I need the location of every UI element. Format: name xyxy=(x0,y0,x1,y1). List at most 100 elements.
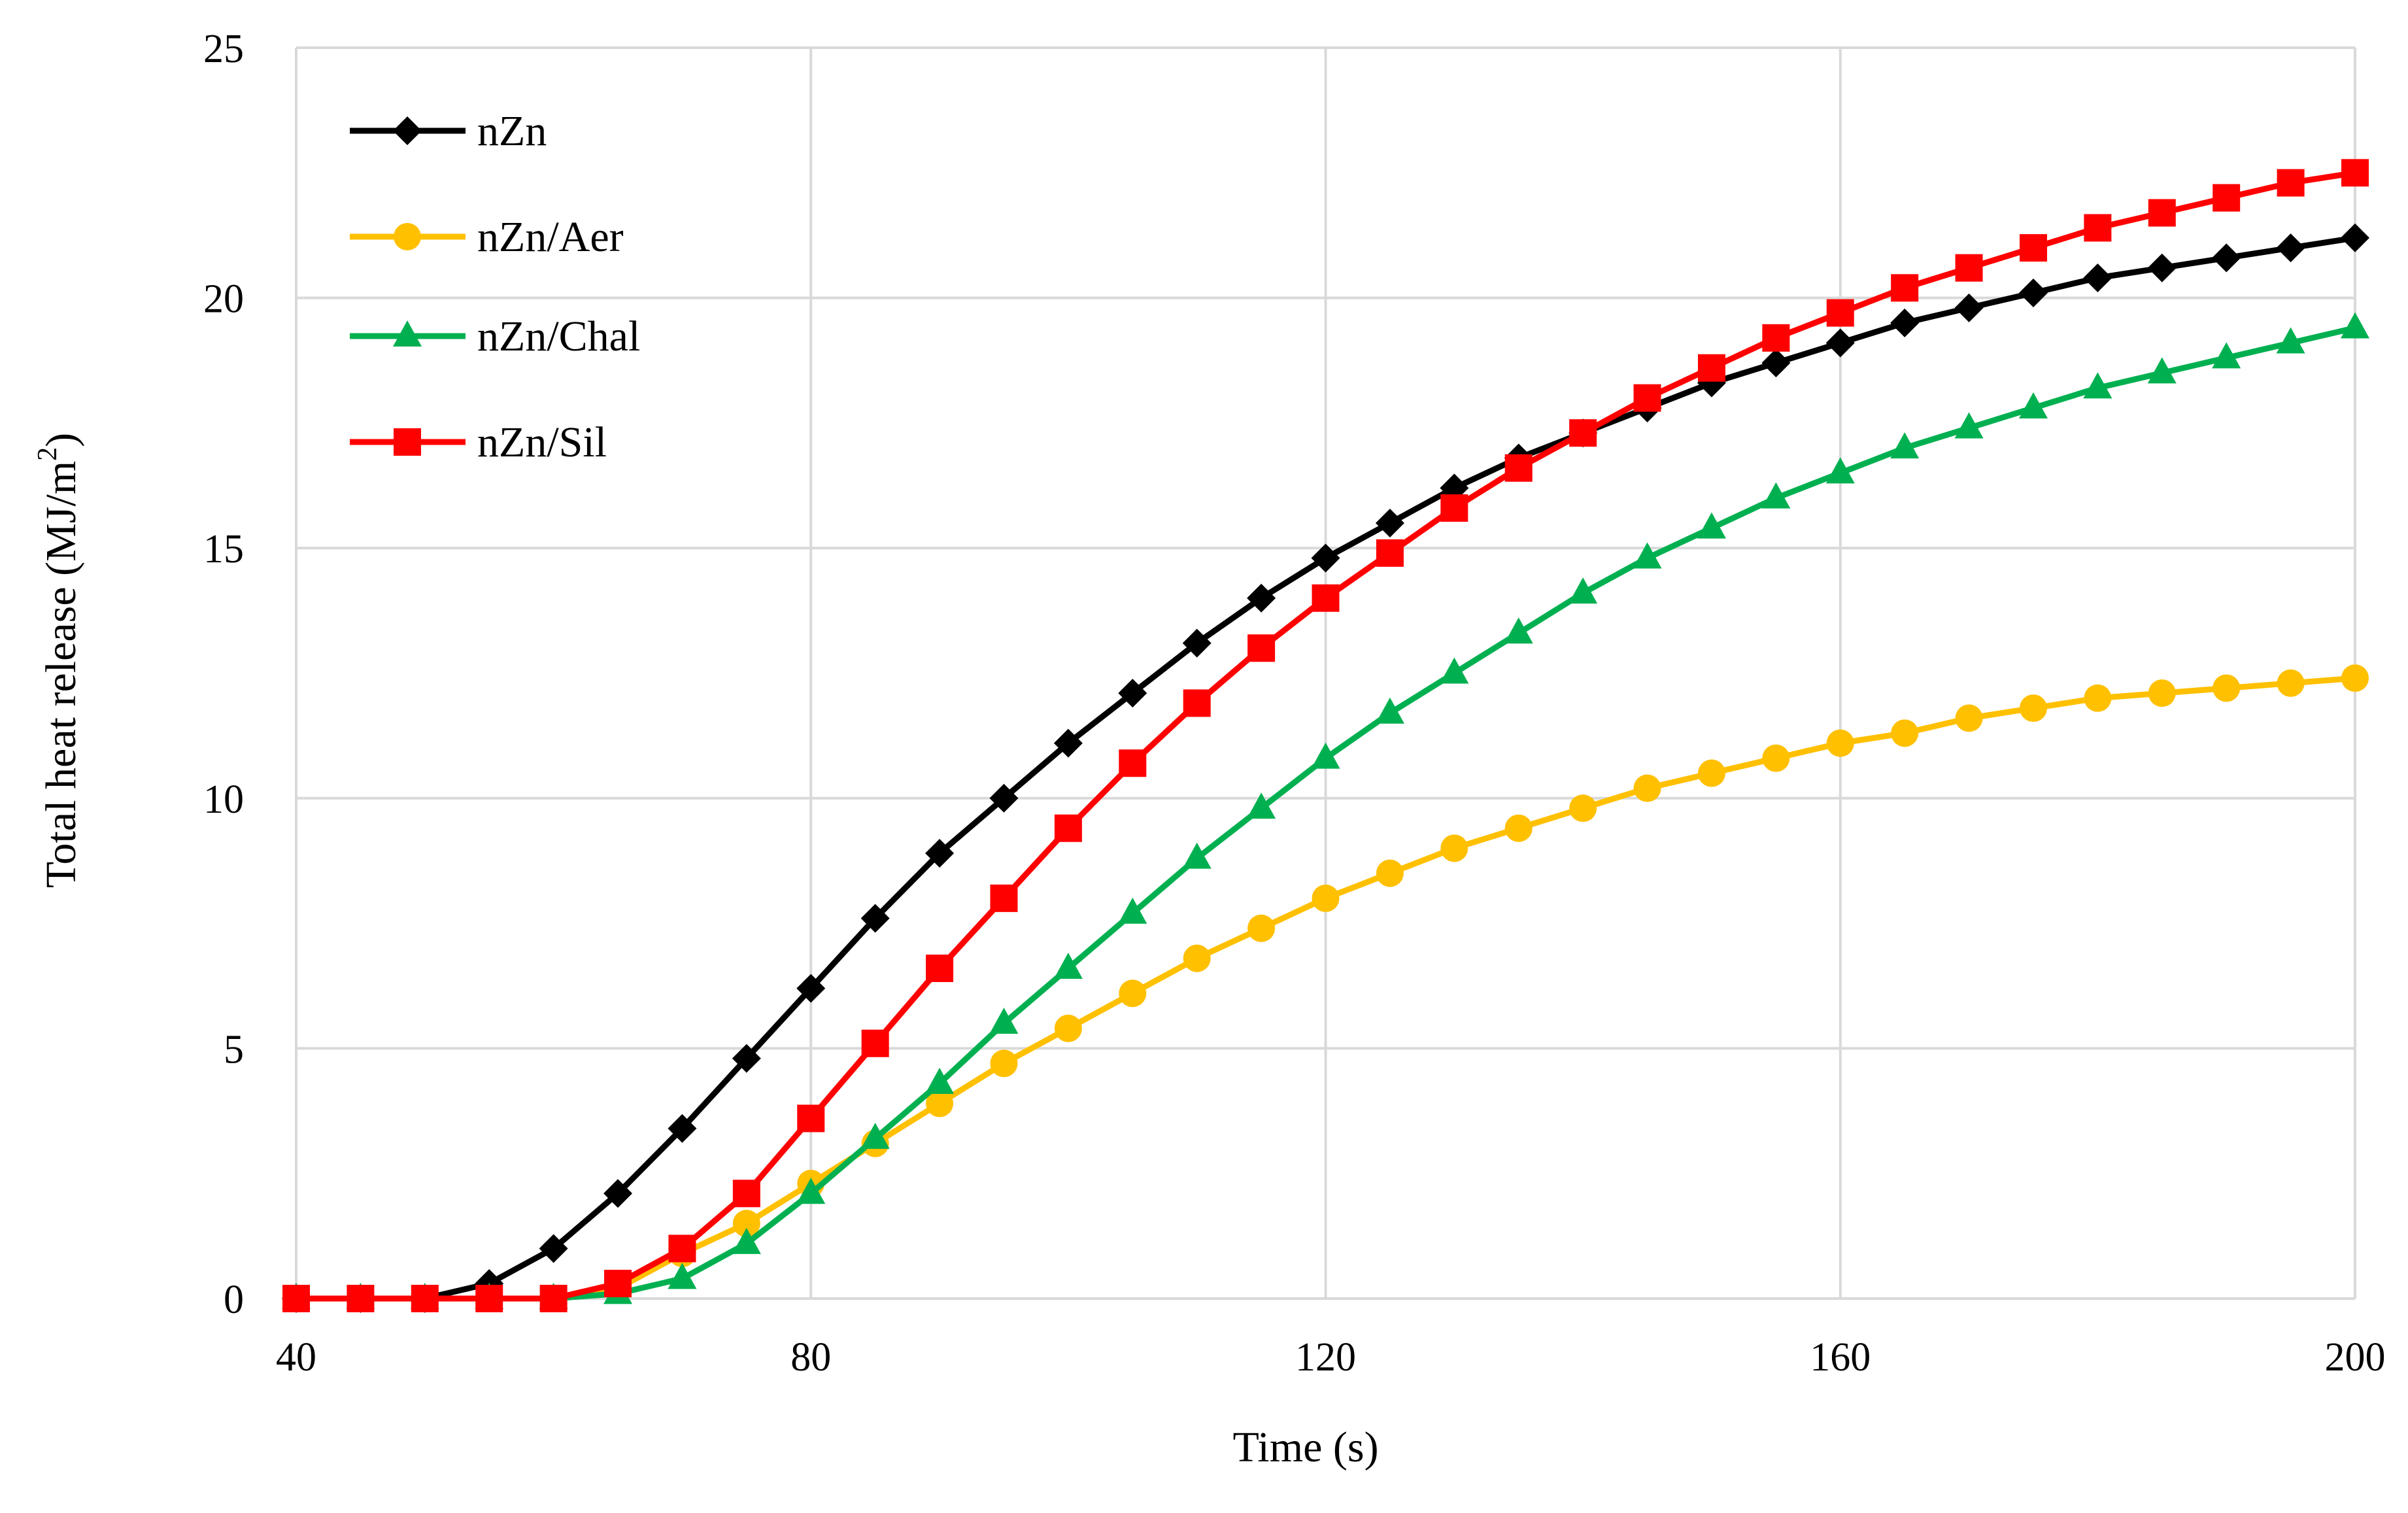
data-point xyxy=(2084,684,2112,712)
data-point xyxy=(1569,794,1597,823)
data-point xyxy=(1825,457,1855,484)
data-point xyxy=(2213,184,2241,212)
data-point xyxy=(2212,243,2241,273)
data-point xyxy=(2213,674,2241,702)
y-tick-label: 10 xyxy=(203,777,244,822)
data-point xyxy=(1375,508,1404,537)
series-layer xyxy=(282,159,2369,1313)
legend-marker xyxy=(394,223,421,250)
data-point xyxy=(2147,253,2177,282)
data-point xyxy=(2084,214,2112,242)
data-point xyxy=(2277,669,2305,697)
data-point xyxy=(347,1285,375,1312)
data-point xyxy=(2148,679,2176,707)
y-tick-label: 20 xyxy=(203,277,244,322)
data-point xyxy=(1569,419,1597,447)
data-point xyxy=(668,1114,697,1143)
y-axis-title-text: Total heat release (MJ/m2) xyxy=(33,433,86,888)
data-point xyxy=(1440,494,1468,522)
x-tick-label: 200 xyxy=(2325,1335,2386,1380)
data-point xyxy=(1891,719,1919,747)
data-point xyxy=(668,1234,696,1263)
data-point xyxy=(1311,543,1340,573)
data-point xyxy=(2341,312,2369,339)
data-point xyxy=(539,1285,568,1312)
y-axis-title-close: ) xyxy=(37,433,85,447)
data-point xyxy=(925,838,955,868)
data-point xyxy=(1697,354,1725,382)
data-point xyxy=(1569,577,1598,604)
data-point xyxy=(925,1067,955,1094)
legend-label: nZn/Chal xyxy=(477,313,640,360)
data-point xyxy=(2147,357,2177,384)
legend-marker xyxy=(394,428,421,456)
data-point xyxy=(1762,744,1790,772)
x-tick-label: 40 xyxy=(276,1335,316,1380)
data-point xyxy=(1182,628,1212,658)
series-nzn-sil xyxy=(282,159,2369,1312)
data-point xyxy=(926,1089,954,1117)
data-point xyxy=(1183,944,1211,972)
data-point xyxy=(797,1104,825,1132)
data-point xyxy=(1826,729,1854,757)
legend-label: nZn xyxy=(477,107,547,155)
data-point xyxy=(2018,278,2048,307)
data-point xyxy=(1247,634,1276,662)
data-point xyxy=(282,1285,310,1312)
x-axis-title: Time (s) xyxy=(1232,1423,1378,1471)
legend-marker xyxy=(393,116,422,145)
data-point xyxy=(2341,664,2369,692)
data-point xyxy=(732,1180,760,1208)
data-point xyxy=(1053,952,1083,979)
data-point xyxy=(2148,199,2176,227)
data-point xyxy=(1955,704,1983,732)
data-point xyxy=(1826,299,1854,327)
data-point xyxy=(1376,859,1404,887)
data-point xyxy=(1954,293,1984,322)
data-point xyxy=(732,1044,761,1073)
y-tick-label: 0 xyxy=(224,1278,244,1322)
y-axis-title-main: Total heat release (MJ/m xyxy=(37,461,85,888)
data-point xyxy=(1954,412,1984,439)
data-point xyxy=(1118,897,1147,924)
data-point xyxy=(2083,263,2112,292)
data-point xyxy=(1183,689,1211,717)
data-point xyxy=(1312,584,1340,612)
y-tick-label: 5 xyxy=(224,1027,244,1072)
data-point xyxy=(860,1123,890,1149)
data-point xyxy=(990,1049,1018,1078)
data-point xyxy=(539,1234,568,1263)
legend-entry: nZn/Aer xyxy=(350,213,624,261)
y-axis-title: Total heat release (MJ/m2) xyxy=(33,433,86,888)
data-point xyxy=(1247,583,1276,613)
data-point xyxy=(861,1029,889,1057)
x-tick-label: 160 xyxy=(1810,1335,1871,1380)
data-point xyxy=(989,783,1019,813)
data-point xyxy=(1311,742,1340,769)
data-point xyxy=(2276,233,2305,263)
axes-layer: 40 80 120 160 200 0 5 10 15 20 25 xyxy=(203,27,2386,1380)
data-point xyxy=(1697,759,1725,787)
data-point xyxy=(989,1008,1019,1034)
data-point xyxy=(1762,324,1790,352)
data-point xyxy=(2018,392,2048,418)
legend-entry: nZn/Sil xyxy=(350,418,607,466)
legend-label: nZn/Aer xyxy=(477,213,624,261)
data-point xyxy=(926,954,954,982)
x-tick-label: 120 xyxy=(1295,1335,1356,1380)
data-point xyxy=(1440,657,1469,684)
data-point xyxy=(1247,914,1276,942)
data-point xyxy=(2276,327,2305,354)
y-tick-label: 25 xyxy=(203,27,244,71)
legend-entry: nZn xyxy=(350,107,547,155)
data-point xyxy=(732,1227,761,1254)
data-point xyxy=(2341,223,2369,252)
data-point xyxy=(796,974,826,1003)
data-point xyxy=(2277,169,2305,197)
data-point xyxy=(1633,384,1661,412)
legend-label: nZn/Sil xyxy=(477,418,607,466)
data-point xyxy=(604,1270,632,1298)
data-point xyxy=(1890,308,1920,337)
